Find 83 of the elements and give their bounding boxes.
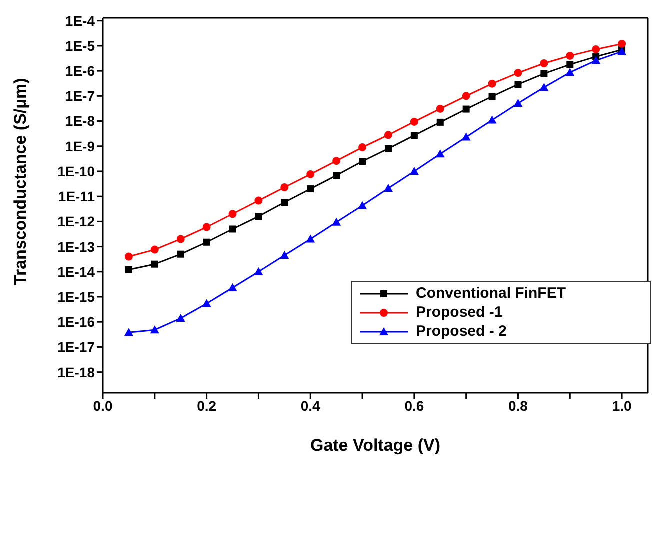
point	[592, 46, 600, 54]
point	[229, 226, 236, 233]
point	[384, 145, 392, 152]
point	[410, 166, 419, 175]
x-tick-label: 1.0	[612, 398, 632, 414]
y-tick-label: 1E-15	[58, 288, 96, 305]
point	[280, 251, 290, 259]
y-tick-label: 1E-16	[58, 314, 96, 330]
point	[333, 172, 340, 180]
point	[410, 132, 418, 140]
y-tick-label: 1E-8	[65, 113, 96, 130]
point	[488, 93, 496, 100]
point	[410, 118, 418, 126]
point	[462, 132, 471, 141]
y-tick-label: 1E-18	[58, 364, 96, 380]
point	[359, 158, 366, 165]
point	[566, 68, 575, 76]
y-tick-label: 1E-5	[65, 38, 96, 54]
y-tick-label: 1E-9	[65, 138, 96, 154]
point	[228, 283, 238, 292]
point	[306, 234, 316, 243]
y-tick-label: 1E-7	[65, 88, 96, 104]
x-tick-label: 0.2	[197, 398, 217, 414]
y-tick-label: 1E-11	[58, 188, 96, 205]
point	[177, 250, 184, 258]
point	[488, 80, 496, 88]
point	[462, 92, 470, 100]
y-tick-label: 1E-14	[58, 264, 96, 280]
point	[125, 266, 132, 274]
point	[540, 83, 549, 92]
point	[384, 131, 392, 140]
point	[124, 328, 134, 336]
y-tick-label: 1E-6	[65, 63, 96, 80]
point	[202, 299, 212, 308]
point	[384, 184, 393, 192]
point	[255, 213, 262, 220]
point	[332, 157, 341, 166]
point	[592, 56, 601, 64]
point	[462, 106, 470, 113]
point	[280, 184, 289, 192]
legend-label: Conventional FinFET	[416, 284, 566, 303]
y-tick-label: 1E-4	[65, 12, 96, 29]
point	[150, 326, 160, 334]
x-axis-title: Gate Voltage (V)	[310, 436, 441, 455]
point	[151, 260, 158, 268]
point	[436, 104, 444, 113]
point	[203, 238, 210, 246]
point	[176, 235, 185, 244]
point	[488, 116, 497, 124]
x-tick-label: 0.8	[508, 398, 528, 414]
legend-label: Proposed - 2	[416, 322, 507, 341]
x-tick-label: 0.6	[404, 398, 424, 414]
point	[202, 223, 211, 232]
point	[254, 196, 263, 205]
point	[150, 246, 159, 254]
point	[358, 144, 367, 152]
point	[618, 40, 626, 48]
point	[566, 52, 574, 60]
point	[228, 210, 237, 218]
point	[254, 267, 264, 276]
point	[124, 252, 133, 261]
y-tick-label: 1E-13	[58, 238, 96, 255]
x-tick-label: 0.4	[300, 398, 321, 414]
y-tick-label: 1E-17	[58, 339, 96, 356]
point	[332, 218, 342, 226]
x-tick-label: 0.0	[93, 398, 113, 414]
point	[307, 186, 314, 193]
point	[540, 60, 548, 68]
point	[436, 150, 445, 158]
point	[436, 118, 444, 126]
y-tick-label: 1E-12	[58, 214, 96, 230]
y-axis-title: Transconductance (S/µm)	[11, 78, 30, 286]
point	[514, 69, 522, 78]
point	[358, 201, 368, 210]
point	[176, 314, 186, 322]
point	[514, 99, 523, 108]
point	[540, 70, 548, 78]
point	[566, 61, 574, 68]
point	[281, 199, 288, 206]
legend-label: Proposed -1	[416, 303, 503, 322]
point	[306, 170, 315, 178]
point	[514, 81, 522, 88]
y-tick-label: 1E-10	[58, 163, 96, 180]
